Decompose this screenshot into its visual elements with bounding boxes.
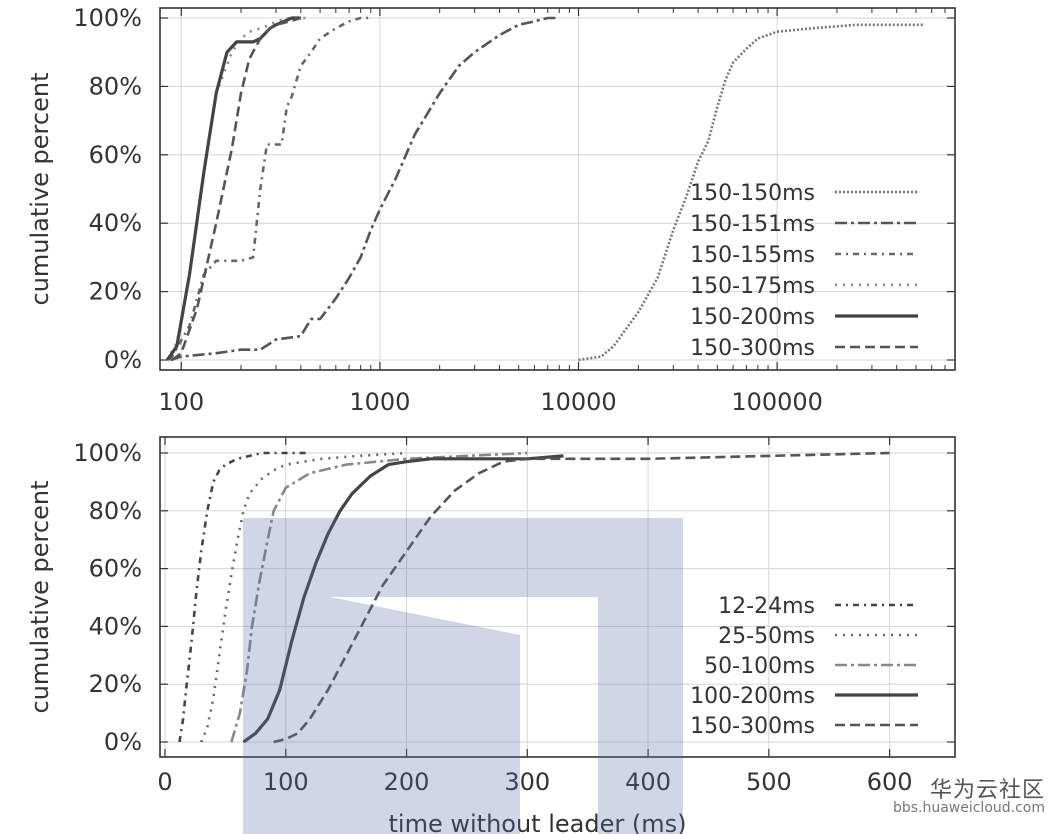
watermark-logo-icon xyxy=(243,518,683,834)
x-tick-label: 100 xyxy=(263,768,309,796)
chart-top-log-scale: 0% 20% 40% 60% 80% 100% 100 1000 10000 100000 cumu… xyxy=(26,4,956,416)
y-tick-label: 60% xyxy=(89,141,142,169)
y-tick-label: 100% xyxy=(73,4,142,32)
x-tick-label: 10000 xyxy=(540,388,616,416)
y-axis-label: cumulative percent xyxy=(26,481,54,714)
y-axis-label: cumulative percent xyxy=(26,73,54,306)
legend-label: 50-100ms xyxy=(704,654,815,679)
x-tick-label: 400 xyxy=(625,768,671,796)
x-tick-label: 1000 xyxy=(349,388,410,416)
y-tick-label: 40% xyxy=(89,612,142,640)
series-line-150-175ms xyxy=(166,16,311,361)
x-tick-label: 200 xyxy=(384,768,430,796)
chart-bottom-linear-scale: 0% 20% 40% 60% 80% 100% 0 100 200 300 400 500 600 cum… xyxy=(26,436,956,834)
legend-label: 100-200ms xyxy=(690,684,815,709)
legend-label: 25-50ms xyxy=(718,624,815,649)
series-line-50-100ms xyxy=(230,451,528,743)
y-tick-label: 40% xyxy=(89,209,142,237)
x-axis-label: time without leader (ms) xyxy=(389,810,687,834)
legend-label: 150-300ms xyxy=(690,714,815,739)
legend-label: 150-150ms xyxy=(690,181,815,206)
series-line-150-150ms xyxy=(578,23,925,362)
y-tick-label: 80% xyxy=(89,72,142,100)
y-tick-label: 0% xyxy=(104,346,142,374)
legend-label: 150-300ms xyxy=(690,336,815,361)
watermark-logo-shape xyxy=(243,518,683,834)
x-tick-label: 500 xyxy=(746,768,792,796)
x-tick-label: 100 xyxy=(158,388,204,416)
series-line-150-155ms xyxy=(169,16,371,361)
x-tick-label: 600 xyxy=(867,768,913,796)
legend-label: 150-175ms xyxy=(690,274,815,299)
plot-frame xyxy=(159,436,956,758)
x-tick-label: 300 xyxy=(504,768,550,796)
series-line-100-200ms xyxy=(242,454,564,744)
y-tick-label: 100% xyxy=(73,439,142,467)
y-tick-label: 20% xyxy=(89,278,142,306)
x-tick-label: 0 xyxy=(157,768,172,796)
series-line-150-151ms xyxy=(169,16,560,362)
series-line-150-300ms xyxy=(171,16,302,362)
series-line-150-200ms xyxy=(165,16,301,361)
legend-label: 150-155ms xyxy=(690,243,815,268)
legend-label: 12-24ms xyxy=(718,594,815,619)
series-line-12-24ms xyxy=(178,451,310,743)
series-line-150-300ms xyxy=(273,451,890,744)
y-tick-label: 60% xyxy=(89,555,142,583)
y-tick-label: 20% xyxy=(89,670,142,698)
y-tick-label: 0% xyxy=(104,728,142,756)
y-tick-label: 80% xyxy=(89,497,142,525)
legend-label: 150-151ms xyxy=(690,212,815,237)
x-tick-label: 100000 xyxy=(731,388,823,416)
legend-label: 150-200ms xyxy=(690,305,815,330)
plot-frame xyxy=(159,7,956,371)
